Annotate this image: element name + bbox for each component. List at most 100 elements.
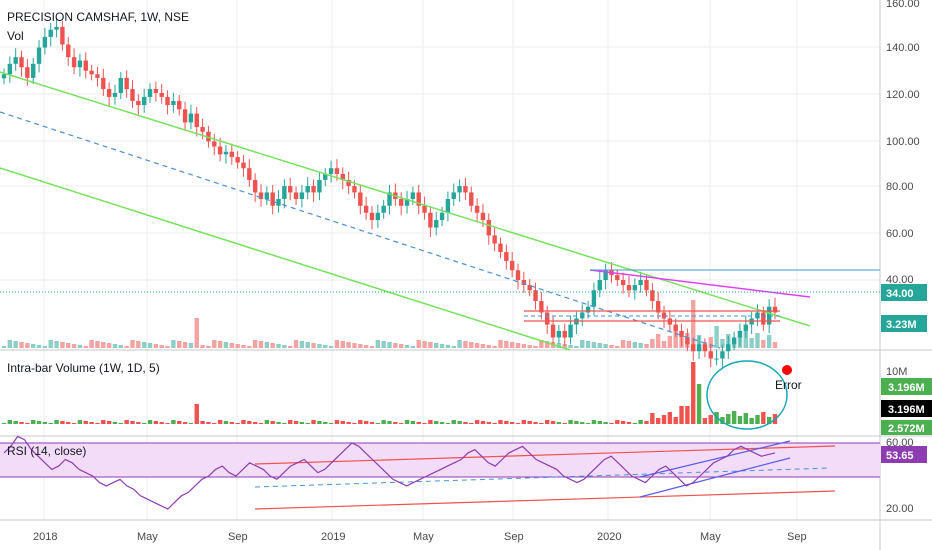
- candle-body[interactable]: [626, 285, 632, 291]
- symbol-title[interactable]: PRECISION CAMSHAF, 1W, NSE: [7, 10, 189, 24]
- candle-body[interactable]: [737, 330, 743, 338]
- candle-body[interactable]: [498, 243, 503, 253]
- candle-body[interactable]: [124, 77, 129, 90]
- candle-body[interactable]: [194, 113, 199, 128]
- candle-body[interactable]: [299, 192, 305, 199]
- candle-body[interactable]: [439, 212, 445, 221]
- candle-body[interactable]: [457, 186, 462, 193]
- candle-body[interactable]: [264, 192, 270, 199]
- candle-body[interactable]: [188, 113, 194, 123]
- candle-body[interactable]: [404, 198, 410, 206]
- candle-body[interactable]: [591, 290, 597, 307]
- rsi-drawings[interactable]: [254, 440, 836, 510]
- ibv-axis[interactable]: 10M 3.196M 3.196M 2.572M: [881, 366, 932, 435]
- candle-body[interactable]: [720, 351, 725, 359]
- candle-body[interactable]: [504, 252, 509, 261]
- channel-lower-line[interactable]: [0, 167, 571, 351]
- candle-body[interactable]: [568, 324, 573, 338]
- candle-body[interactable]: [580, 312, 585, 319]
- candle-body[interactable]: [708, 351, 713, 359]
- candle-body[interactable]: [346, 179, 351, 187]
- candle-body[interactable]: [48, 29, 53, 37]
- candle-body[interactable]: [562, 330, 567, 338]
- candle-body[interactable]: [252, 179, 258, 193]
- candle-body[interactable]: [288, 186, 293, 193]
- drawing-tools[interactable]: [0, 71, 880, 351]
- candle-body[interactable]: [42, 36, 48, 48]
- candle-body[interactable]: [673, 324, 678, 331]
- candle-body[interactable]: [95, 74, 100, 78]
- rsi-lower-channel[interactable]: [254, 490, 836, 510]
- candle-body[interactable]: [615, 275, 620, 280]
- candle-body[interactable]: [533, 290, 538, 302]
- candle-body[interactable]: [83, 60, 88, 71]
- candle-body[interactable]: [702, 344, 708, 352]
- candle-body[interactable]: [71, 57, 77, 68]
- candle-body[interactable]: [369, 212, 375, 221]
- rsi-axis[interactable]: 60.00 53.65 20.00: [881, 437, 927, 515]
- candle-body[interactable]: [743, 324, 748, 331]
- candle-body[interactable]: [247, 168, 252, 180]
- candle-body[interactable]: [112, 92, 118, 97]
- annotation-circle[interactable]: [706, 360, 788, 430]
- candle-body[interactable]: [311, 186, 316, 193]
- candle-body[interactable]: [334, 168, 340, 174]
- candle-body[interactable]: [486, 220, 491, 236]
- candle-body[interactable]: [469, 192, 474, 206]
- candle-body[interactable]: [632, 285, 638, 291]
- candle-body[interactable]: [434, 220, 439, 228]
- candle-body[interactable]: [141, 96, 147, 106]
- candle-body[interactable]: [282, 186, 287, 199]
- candle-body[interactable]: [661, 312, 667, 319]
- candle-body[interactable]: [463, 186, 468, 193]
- candle-body[interactable]: [212, 141, 217, 147]
- candle-body[interactable]: [375, 212, 381, 221]
- rsi-title[interactable]: RSI (14, close): [7, 444, 86, 458]
- candle-body[interactable]: [106, 89, 112, 97]
- candle-body[interactable]: [223, 151, 229, 155]
- candle-body[interactable]: [726, 344, 731, 352]
- candle-body[interactable]: [445, 198, 451, 213]
- candle-body[interactable]: [19, 57, 24, 68]
- candle-body[interactable]: [550, 324, 556, 338]
- rsi-dashed-trend[interactable]: [254, 467, 831, 488]
- candle-body[interactable]: [276, 198, 281, 206]
- price-axis[interactable]: 160.00 140.00 120.00 100.00 80.00 60.00 …: [881, 0, 927, 332]
- candle-body[interactable]: [527, 285, 532, 291]
- candle-body[interactable]: [153, 89, 159, 93]
- candle-body[interactable]: [685, 337, 690, 345]
- candle-body[interactable]: [638, 280, 643, 286]
- candle-body[interactable]: [77, 60, 83, 68]
- time-axis[interactable]: 2018 May Sep 2019 May Sep 2020 May Sep: [33, 531, 807, 543]
- candle-body[interactable]: [545, 312, 550, 325]
- candle-body[interactable]: [585, 306, 591, 313]
- candle-body[interactable]: [54, 26, 59, 30]
- ibv-title[interactable]: Intra-bar Volume (1W, 1D, 5): [7, 361, 160, 375]
- candle-body[interactable]: [387, 192, 392, 206]
- candle-body[interactable]: [422, 205, 427, 213]
- candle-body[interactable]: [217, 146, 223, 155]
- candle-body[interactable]: [679, 330, 684, 338]
- rsi-wedge-upper[interactable]: [639, 440, 791, 478]
- candle-body[interactable]: [89, 70, 94, 75]
- candle-body[interactable]: [691, 344, 696, 352]
- candle-body[interactable]: [60, 26, 65, 45]
- rsi-upper-channel[interactable]: [254, 445, 836, 465]
- candle-body[interactable]: [358, 192, 363, 206]
- candle-body[interactable]: [597, 280, 602, 291]
- candle-body[interactable]: [270, 192, 275, 206]
- candle-body[interactable]: [650, 290, 655, 302]
- candle-body[interactable]: [398, 198, 404, 206]
- candle-body[interactable]: [25, 67, 30, 78]
- candle-body[interactable]: [451, 192, 456, 199]
- candle-body[interactable]: [229, 151, 234, 158]
- candle-body[interactable]: [492, 235, 497, 244]
- candle-body[interactable]: [603, 270, 608, 280]
- candle-body[interactable]: [428, 212, 433, 228]
- candle-body[interactable]: [200, 127, 205, 132]
- candle-body[interactable]: [761, 312, 766, 325]
- candle-body[interactable]: [363, 205, 369, 213]
- candle-body[interactable]: [410, 192, 416, 199]
- candle-body[interactable]: [7, 63, 13, 75]
